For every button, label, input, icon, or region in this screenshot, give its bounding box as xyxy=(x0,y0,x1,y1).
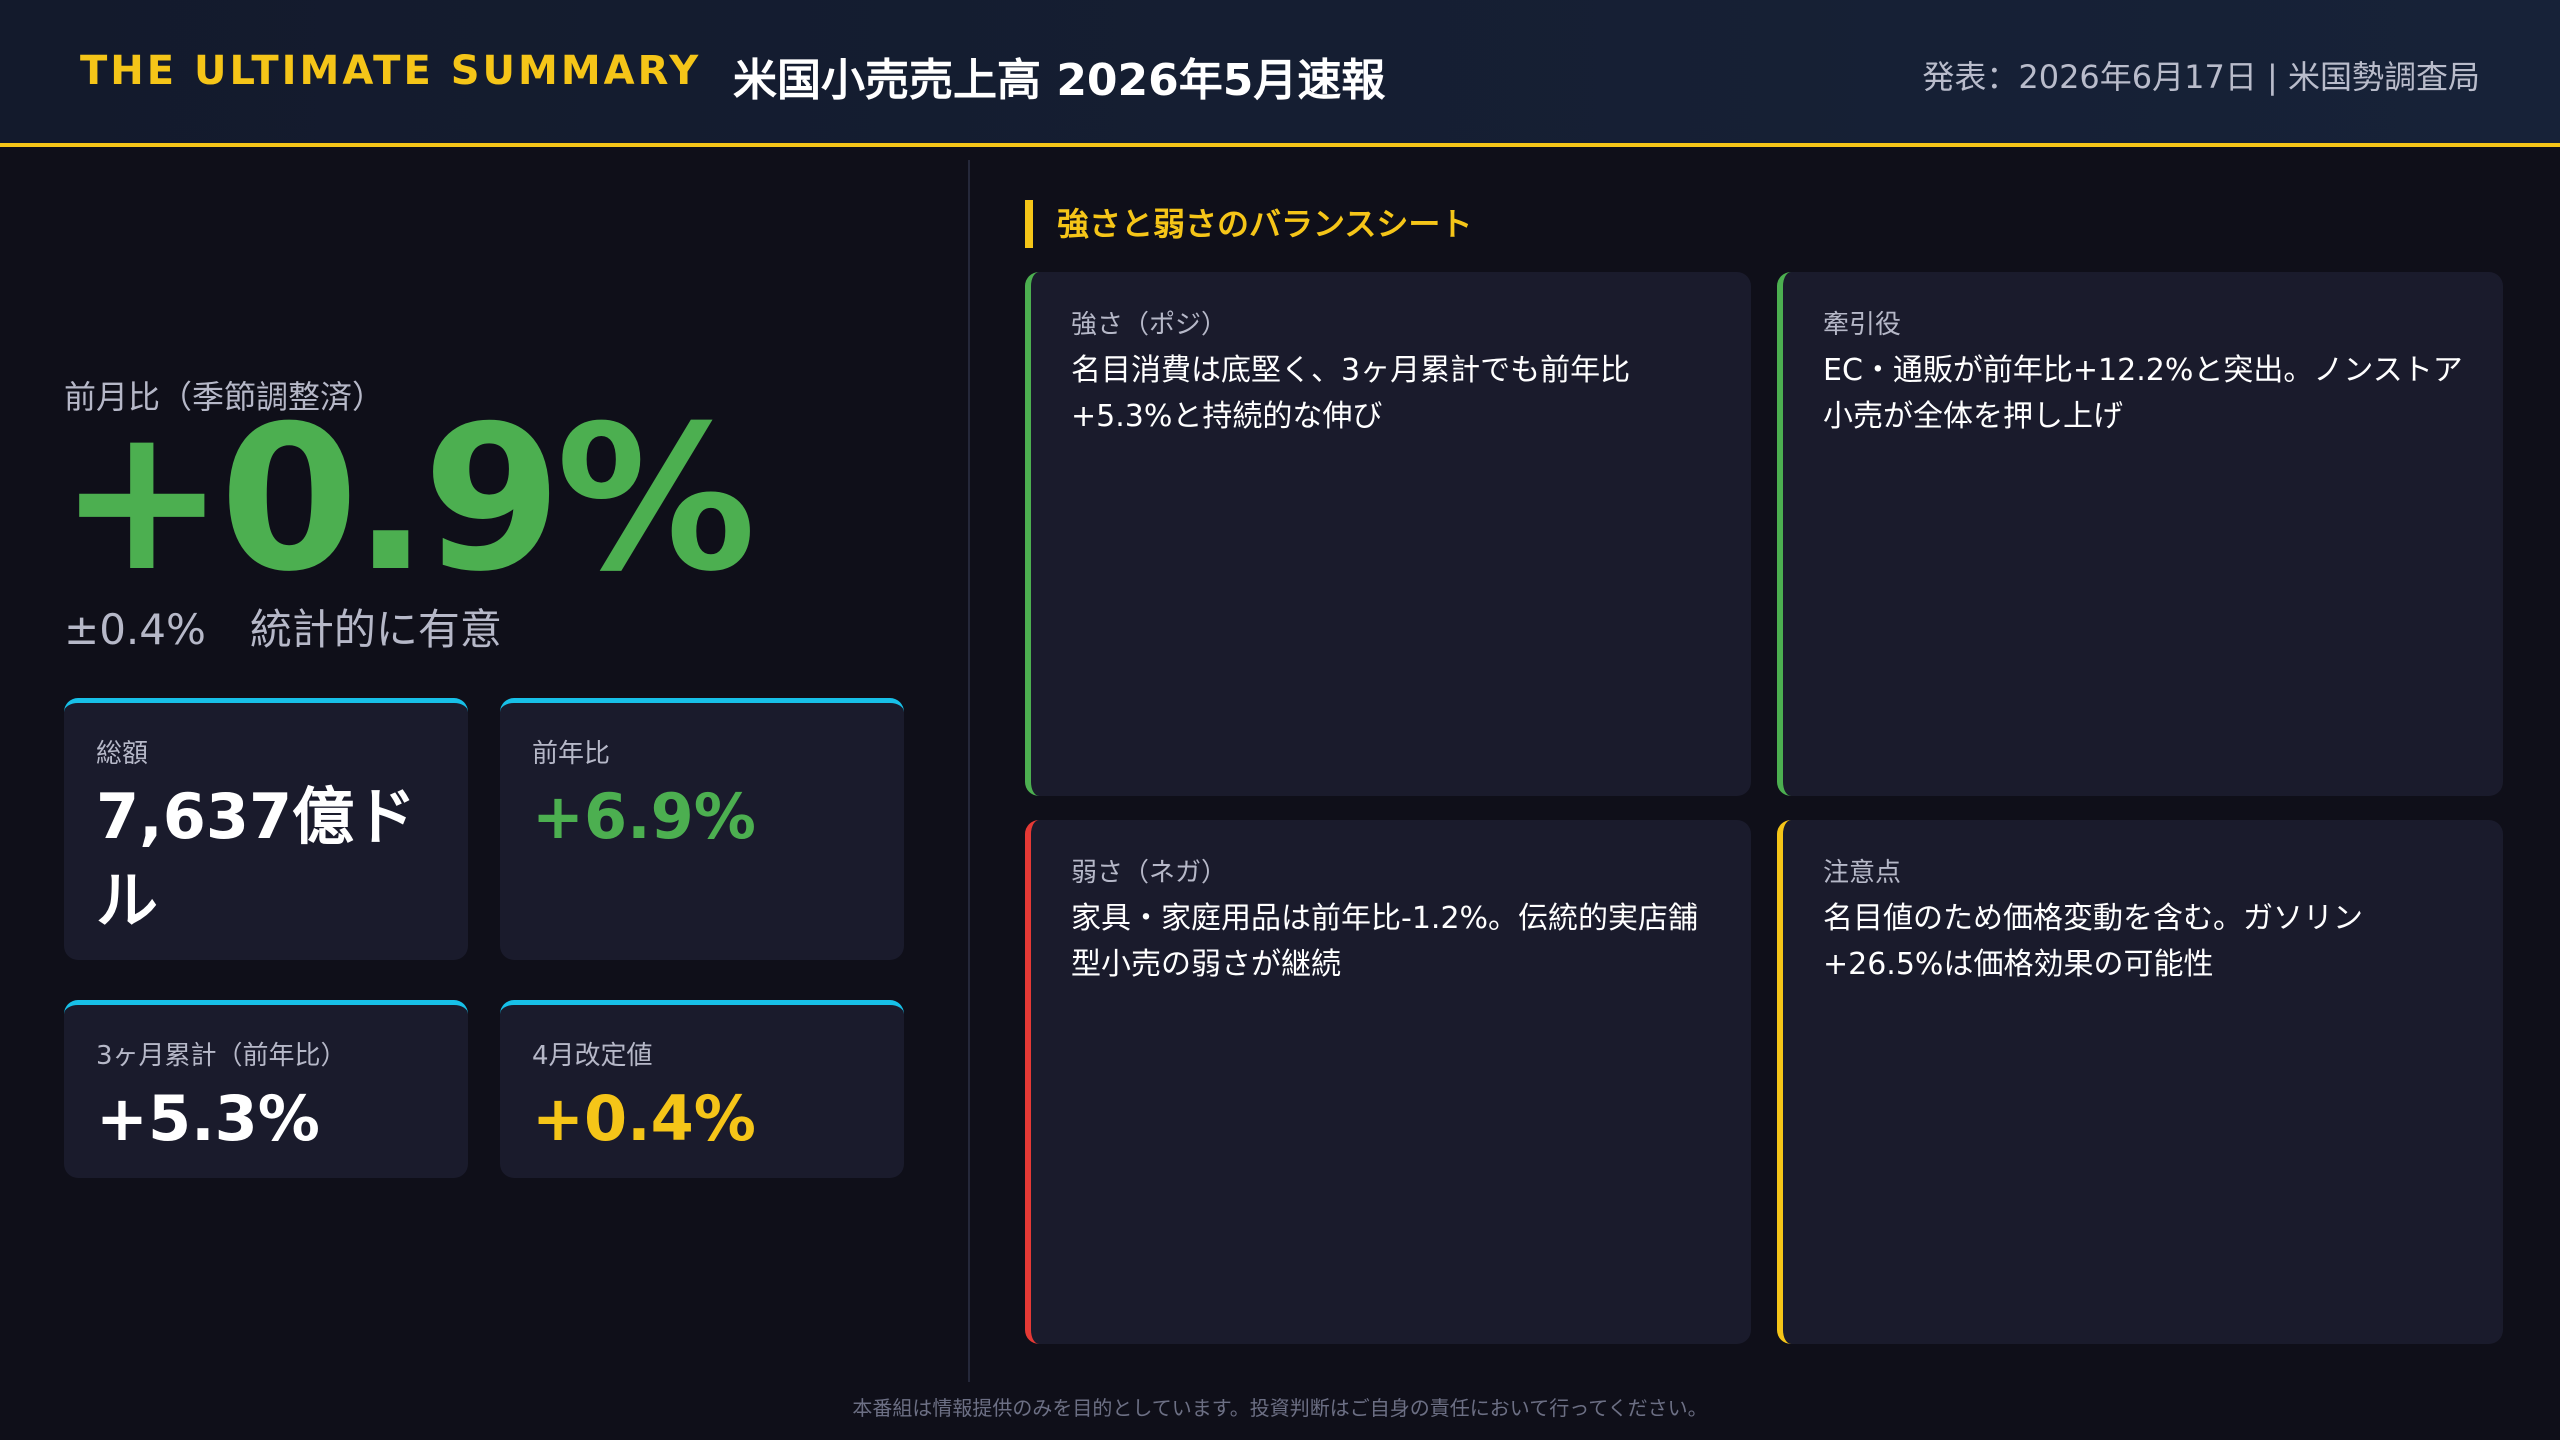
card-label: 牽引役 xyxy=(1823,310,1902,340)
card-label: 強さ（ポジ） xyxy=(1071,310,1228,340)
card-weakness: 弱さ（ネガ） 家具・家庭用品は前年比-1.2%。伝統的実店舗型小売の弱さが継続 xyxy=(1025,820,1751,1344)
disclaimer: 本番組は情報提供のみを目的としています。投資判断はご自身の責任において行ってくだ… xyxy=(852,1396,1708,1420)
balance-sheet-title: 強さと弱さのバランスシート xyxy=(1025,200,1472,248)
card-text: 名目消費は底堅く、3ヶ月累計でも前年比+5.3%と持続的な伸び xyxy=(1071,353,1631,434)
kpi-card-total: 総額 7,637億ドル xyxy=(64,698,468,960)
card-label: 弱さ（ネガ） xyxy=(1071,858,1228,888)
mom-subline: ±0.4% 統計的に有意 xyxy=(64,596,546,657)
kpi-label: 4月改定値 xyxy=(532,1041,653,1071)
kpi-card-yoy: 前年比 +6.9% xyxy=(500,698,904,960)
panel-divider xyxy=(968,160,970,1382)
significance-note: 統計的に有意 xyxy=(249,605,502,654)
publication-info: 発表：2026年6月17日 | 米国勢調査局 xyxy=(1922,58,2480,96)
kpi-card-3month: 3ヶ月累計（前年比） +5.3% xyxy=(64,1000,468,1178)
brand-title: THE ULTIMATE SUMMARY xyxy=(80,48,702,94)
kpi-value: +6.9% xyxy=(532,780,756,853)
mom-value: +0.9% xyxy=(58,383,756,616)
card-label: 注意点 xyxy=(1823,858,1902,888)
card-text: EC・通販が前年比+12.2%と突出。ノンストア小売が全体を押し上げ xyxy=(1823,353,2463,434)
margin-of-error: ±0.4% xyxy=(64,605,206,654)
kpi-label: 前年比 xyxy=(532,739,611,769)
card-text: 家具・家庭用品は前年比-1.2%。伝統的実店舗型小売の弱さが継続 xyxy=(1071,901,1699,982)
kpi-value: +5.3% xyxy=(96,1082,320,1155)
kpi-value: 7,637億ドル xyxy=(96,780,417,937)
header-bar: THE ULTIMATE SUMMARY 米国小売売上高 2026年5月速報 発… xyxy=(0,0,2560,147)
mom-label: 前月比（季節調整済） xyxy=(64,378,385,416)
card-driver: 牽引役 EC・通販が前年比+12.2%と突出。ノンストア小売が全体を押し上げ xyxy=(1777,272,2503,796)
kpi-label: 総額 xyxy=(96,739,149,769)
card-strength: 強さ（ポジ） 名目消費は底堅く、3ヶ月累計でも前年比+5.3%と持続的な伸び xyxy=(1025,272,1751,796)
kpi-label: 3ヶ月累計（前年比） xyxy=(96,1041,347,1071)
card-caution: 注意点 名目値のため価格変動を含む。ガソリン+26.5%は価格効果の可能性 xyxy=(1777,820,2503,1344)
report-title: 米国小売売上高 2026年5月速報 xyxy=(733,55,1386,106)
card-text: 名目値のため価格変動を含む。ガソリン+26.5%は価格効果の可能性 xyxy=(1823,901,2363,982)
kpi-value: +0.4% xyxy=(532,1082,756,1155)
kpi-card-april-revised: 4月改定値 +0.4% xyxy=(500,1000,904,1178)
